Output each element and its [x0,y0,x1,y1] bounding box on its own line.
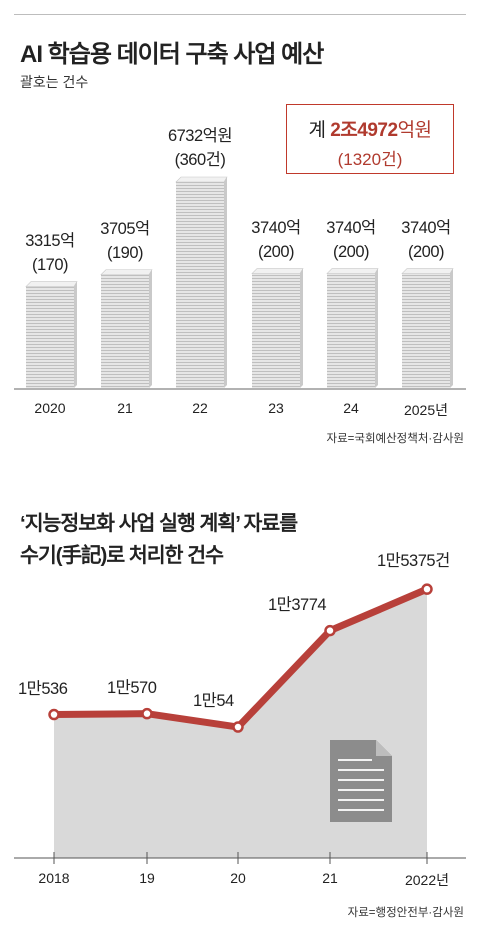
x-tick-label-6: 2025년 [403,402,449,418]
total-amount: 계 2조4972억원 [308,120,432,141]
data-point-3 [232,721,244,733]
bar-value: 3740억 [401,218,451,237]
bar-5 [326,268,379,388]
bar-count: (200) [407,242,445,261]
data-point-2 [141,707,153,720]
total-count: (1320건) [337,150,403,169]
bar-4 [251,268,304,388]
x2-tick-label-2: 19 [139,870,155,886]
x-tick-label-3: 22 [192,400,208,416]
bar-count: (200) [257,242,295,261]
top-divider [14,14,466,15]
x-tick-label-1: 2020 [34,400,66,416]
bar-value-label-2: 3705억 (190) [80,217,170,265]
x2-tick-label-3: 20 [230,870,246,886]
bar-chart [14,176,466,390]
bar-3 [175,176,228,388]
chart1-title: AI 학습용 데이터 구축 사업 예산 [20,41,324,68]
bar-count: (360건) [174,151,226,169]
bar-value: 3705억 [100,219,150,238]
chart2-source: 자료=행정안전부·감사원 [347,907,464,919]
bar-6 [401,268,454,388]
bar-1 [25,281,78,388]
x-tick-label-5: 24 [343,400,359,416]
point-value-label-3: 1만54 [193,692,234,711]
bar-value-label-3: 6732억원 (360건) [155,124,245,172]
chart1-source: 자료=국회예산정책처·감사원 [326,433,464,445]
bar-value-label-4: 3740억 (200) [231,216,321,264]
bar-count: (190) [106,243,144,262]
data-point-4 [324,624,336,637]
bar-count: (200) [332,242,370,261]
x2-tick-label-5: 2022년 [404,872,450,888]
document-icon [330,740,392,822]
point-value-label-4: 1만3774 [268,595,327,614]
data-point-5 [421,583,433,595]
x2-tick-label-1: 2018 [38,870,70,886]
bar-value-label-1: 3315억 (170) [5,229,95,277]
chart1-subtitle: 괄호는 건수 [20,74,89,90]
bar-count: (170) [31,255,69,274]
x-tick-label-4: 23 [268,400,284,416]
bar-value: 3315억 [25,231,75,250]
x2-tick-label-4: 21 [322,870,338,886]
chart2-title-line-2: 수기(手記)로 처리한 건수 [20,544,224,567]
x-tick-label-2: 21 [117,400,133,416]
point-value-label-2: 1만570 [107,678,157,697]
total-box: 계 2조4972억원 (1320건) [286,104,454,174]
bar-value: 3740억 [326,218,376,237]
bar-2 [100,269,153,388]
point-value-label-5: 1만5375건 [377,552,450,571]
point-value-label-1: 1만536 [18,679,68,698]
data-point-1 [48,708,60,721]
chart2-title: ‘지능정보화 사업 실행 계획’ 자료를 수기(手記)로 처리한 건수 [20,508,298,572]
chart2-title-line-1: ‘지능정보화 사업 실행 계획’ 자료를 [20,512,298,535]
bar-value-label-5: 3740억 (200) [306,216,396,264]
bar-value-label-6: 3740억 (200) [381,216,471,264]
bar-value: 3740억 [251,218,301,237]
bar-value: 6732억원 [167,127,233,145]
